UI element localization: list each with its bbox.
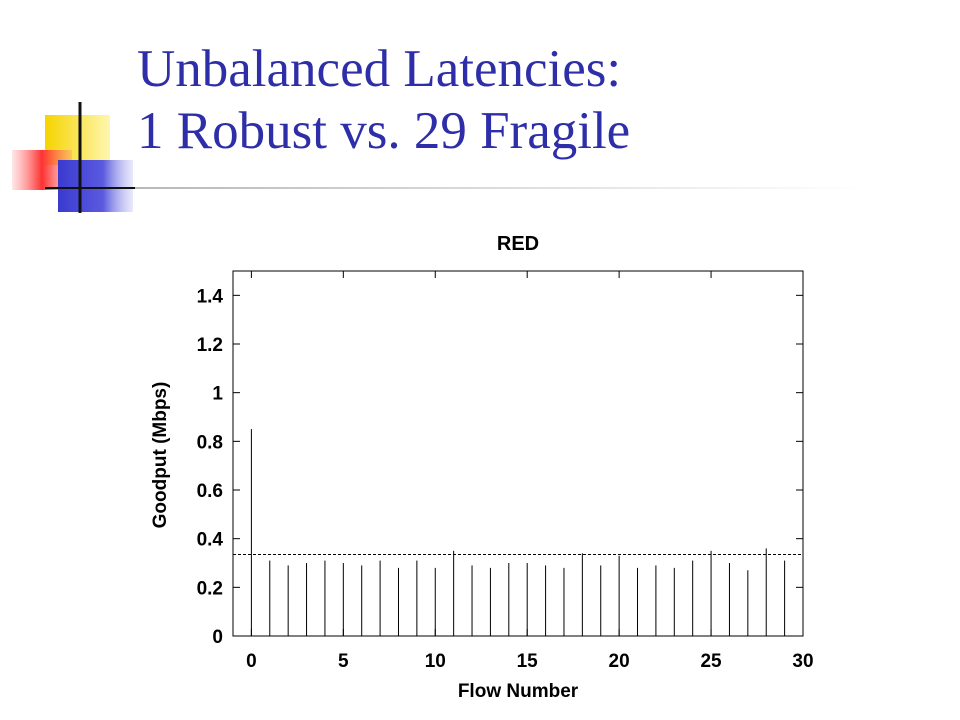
- x-tick-label: 15: [517, 651, 539, 672]
- plot-frame: [232, 270, 804, 637]
- slide-title-line-2: 1 Robust vs. 29 Fragile: [137, 102, 631, 160]
- x-tick-label: 0: [246, 651, 257, 672]
- x-tick-label: 10: [425, 651, 446, 672]
- y-tick-label: 0.8: [197, 432, 223, 453]
- y-axis-label: Goodput (Mbps): [150, 382, 171, 529]
- slide-title: Unbalanced Latencies: 1 Robust vs. 29 Fr…: [137, 38, 630, 162]
- y-tick-label: 0: [212, 627, 223, 648]
- y-tick-label: 0.4: [197, 530, 224, 551]
- y-tick-label: 0.2: [197, 578, 223, 599]
- x-tick-label: 30: [792, 651, 813, 672]
- x-tick-label: 25: [700, 651, 722, 672]
- y-tick-label: 1.4: [197, 286, 224, 307]
- title-decoration: [12, 102, 865, 213]
- x-axis-label: Flow Number: [458, 681, 579, 702]
- y-tick-label: 0.6: [197, 481, 223, 502]
- y-tick-label: 1: [212, 384, 223, 405]
- deco-blue-square: [58, 160, 133, 212]
- y-tick-label: 1.2: [197, 335, 223, 356]
- title-underline: [135, 187, 865, 189]
- x-tick-label: 5: [338, 651, 349, 672]
- slide-title-line-1: Unbalanced Latencies:: [137, 40, 622, 98]
- x-tick-label: 20: [609, 651, 630, 672]
- chart-title: RED: [497, 233, 539, 255]
